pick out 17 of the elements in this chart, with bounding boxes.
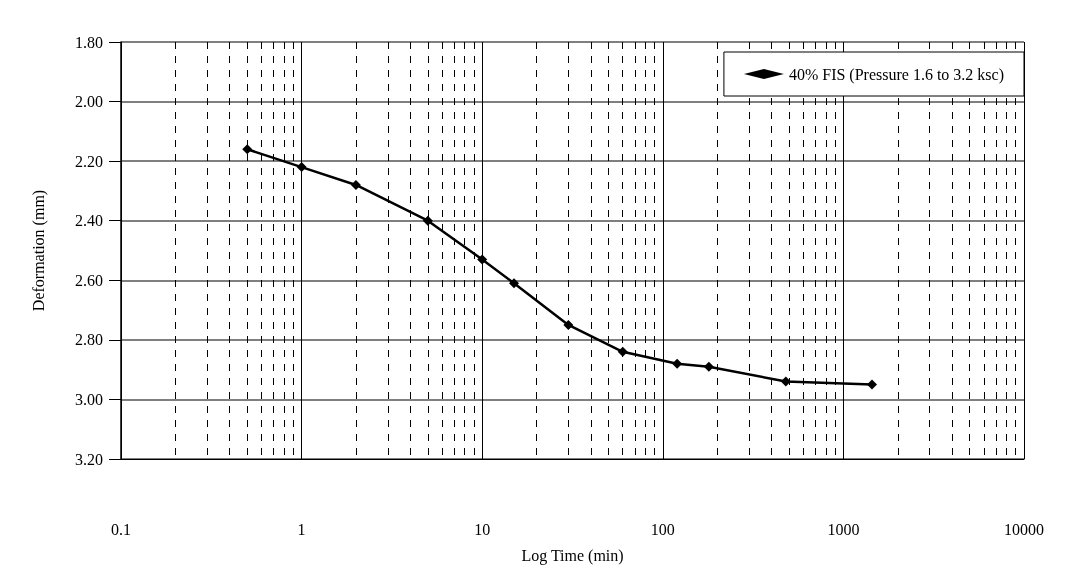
y-tick-label: 1.80 bbox=[75, 33, 103, 51]
y-tick-label: 2.00 bbox=[75, 93, 103, 111]
x-tick-label: 1 bbox=[297, 520, 306, 538]
x-tick-label: 1000 bbox=[827, 520, 860, 538]
legend-label: 40% FIS (Pressure 1.6 to 3.2 ksc) bbox=[788, 65, 1004, 84]
x-tick-label: 0.1 bbox=[111, 520, 131, 538]
y-tick-label: 2.40 bbox=[75, 212, 103, 230]
x-tick-label: 10000 bbox=[1004, 520, 1044, 538]
y-tick-label: 2.60 bbox=[75, 271, 103, 289]
y-tick-label: 2.20 bbox=[75, 152, 103, 170]
y-axis-title: Deformation (mm) bbox=[29, 189, 48, 312]
y-tick-label: 2.80 bbox=[75, 331, 103, 349]
x-axis-title: Log Time (min) bbox=[521, 546, 624, 565]
y-tick-label: 3.00 bbox=[75, 390, 103, 408]
y-tick-label: 3.20 bbox=[75, 450, 103, 468]
x-tick-label: 100 bbox=[650, 520, 675, 538]
x-tick-label: 10 bbox=[474, 520, 491, 538]
